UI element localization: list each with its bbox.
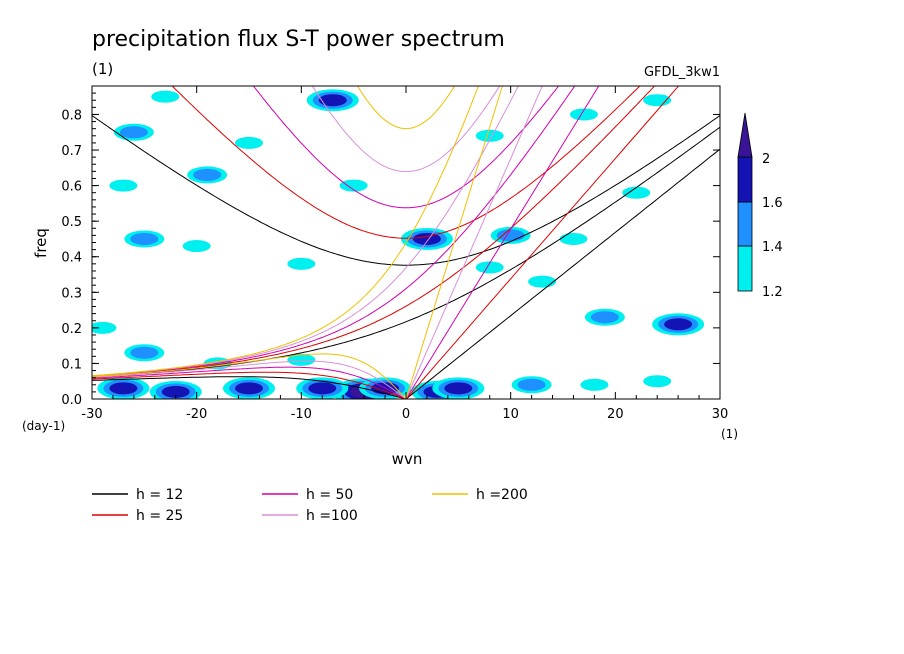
y-tick-label: 0.3 <box>61 286 82 301</box>
axes: -30 -20 -10 0 10 20 30 0.0 0.1 0.2 0.3 0.4 0.5 0.6 0.7… <box>61 86 728 422</box>
legend-label: h = 25 <box>136 508 183 524</box>
heatmap-blob <box>113 123 154 141</box>
x-tick-label: 0 <box>402 407 410 422</box>
legend-label: h =100 <box>306 508 358 524</box>
x-tick-label: -30 <box>81 407 102 422</box>
x-axis-label: wvn <box>392 450 423 468</box>
heatmap-blob <box>287 353 316 366</box>
heatmap-blob <box>109 179 138 192</box>
heatmap-blob <box>97 377 150 399</box>
heatmap-layer <box>92 89 705 399</box>
dispersion-curve <box>92 126 720 378</box>
y-tick-label: 0.2 <box>61 322 82 337</box>
heatmap-blob <box>151 90 180 103</box>
model-label: GFDL_3kw1 <box>644 65 720 80</box>
heatmap-blob <box>223 377 275 399</box>
y-tick-label: 0.4 <box>61 251 82 266</box>
legend-label: h = 12 <box>136 487 183 503</box>
dispersion-curve <box>356 86 456 130</box>
y-unit-label: (day-1) <box>22 419 65 433</box>
legend-label: h = 50 <box>306 487 353 503</box>
y-tick-label: 0.5 <box>61 215 82 230</box>
heatmap-blob <box>511 376 552 394</box>
heatmap-blob <box>475 261 504 274</box>
dispersion-curve <box>252 86 560 209</box>
dispersion-curve <box>92 86 576 377</box>
dispersion-curve <box>311 86 501 173</box>
colorbar-label: 1.4 <box>762 240 783 255</box>
heatmap-blob <box>559 232 588 245</box>
heatmap-blob <box>182 240 211 253</box>
heatmap-blob <box>432 377 485 399</box>
dispersion-curve <box>92 353 407 399</box>
legend: h = 12 h = 25 h = 50 h =100 h =200 <box>92 487 528 524</box>
heatmap-blob <box>584 308 625 326</box>
heatmap-blob <box>490 226 531 244</box>
y-axis-label: freq <box>32 228 50 258</box>
y-tick-label: 0.1 <box>61 357 82 372</box>
x-tick-label: -20 <box>186 407 207 422</box>
colorbar-segment <box>737 156 753 203</box>
dispersion-curve <box>92 86 519 377</box>
y-tick-label: 0.0 <box>61 393 82 408</box>
dispersion-curve <box>92 360 407 399</box>
heatmap-blob <box>296 377 349 399</box>
dispersion-curve <box>92 366 407 399</box>
dispersion-curve <box>405 86 503 399</box>
heatmap-blob <box>149 380 202 399</box>
unit-label: (1) <box>92 60 113 78</box>
x-tick-label: 30 <box>712 407 729 422</box>
heatmap-blob <box>235 136 263 149</box>
heatmap-blob <box>187 166 228 184</box>
x-tick-label: -10 <box>291 407 312 422</box>
colorbar-label: 1.2 <box>762 285 783 300</box>
x-tick-label: 10 <box>502 407 519 422</box>
y-tick-label: 0.7 <box>61 144 82 159</box>
heatmap-blob <box>92 321 117 334</box>
heatmap-blob <box>580 378 609 391</box>
x-tick-label: 20 <box>607 407 624 422</box>
heatmap-blob <box>622 186 651 199</box>
dispersion-curve <box>92 371 407 399</box>
dispersion-curve <box>405 148 720 399</box>
heatmap-blob <box>643 375 672 388</box>
heatmap-blob <box>528 275 557 288</box>
heatmap-blob <box>124 344 165 362</box>
dispersion-curves <box>92 86 720 399</box>
heatmap-blob <box>475 129 504 142</box>
x-unit-label: (1) <box>721 427 738 441</box>
heatmap-blob <box>306 89 359 112</box>
colorbar-label: 2 <box>762 152 770 167</box>
colorbar-triangle <box>737 112 753 158</box>
colorbar-segment <box>737 245 753 292</box>
heatmap-blob <box>124 230 165 248</box>
dispersion-curve <box>405 86 680 399</box>
colorbar: 1.2 1.4 1.6 2 <box>737 112 783 300</box>
heatmap-blob <box>643 94 672 107</box>
heatmap-blob <box>569 108 598 121</box>
y-tick-label: 0.6 <box>61 180 82 195</box>
heatmap-blob <box>652 313 705 336</box>
heatmap-blob <box>339 179 368 192</box>
dispersion-curve <box>92 115 720 266</box>
colorbar-label: 1.6 <box>762 196 783 211</box>
heatmap-blob <box>287 257 316 270</box>
legend-label: h =200 <box>476 487 528 503</box>
dispersion-curve <box>405 86 543 399</box>
dispersion-curve <box>92 86 479 377</box>
y-tick-label: 0.8 <box>61 108 82 123</box>
dispersion-curve <box>92 86 656 377</box>
dispersion-curve <box>405 86 600 399</box>
dispersion-curve <box>171 86 641 239</box>
colorbar-segment <box>737 201 753 247</box>
dispersion-curve <box>92 376 407 399</box>
chart-title: precipitation flux S-T power spectrum <box>92 27 505 52</box>
